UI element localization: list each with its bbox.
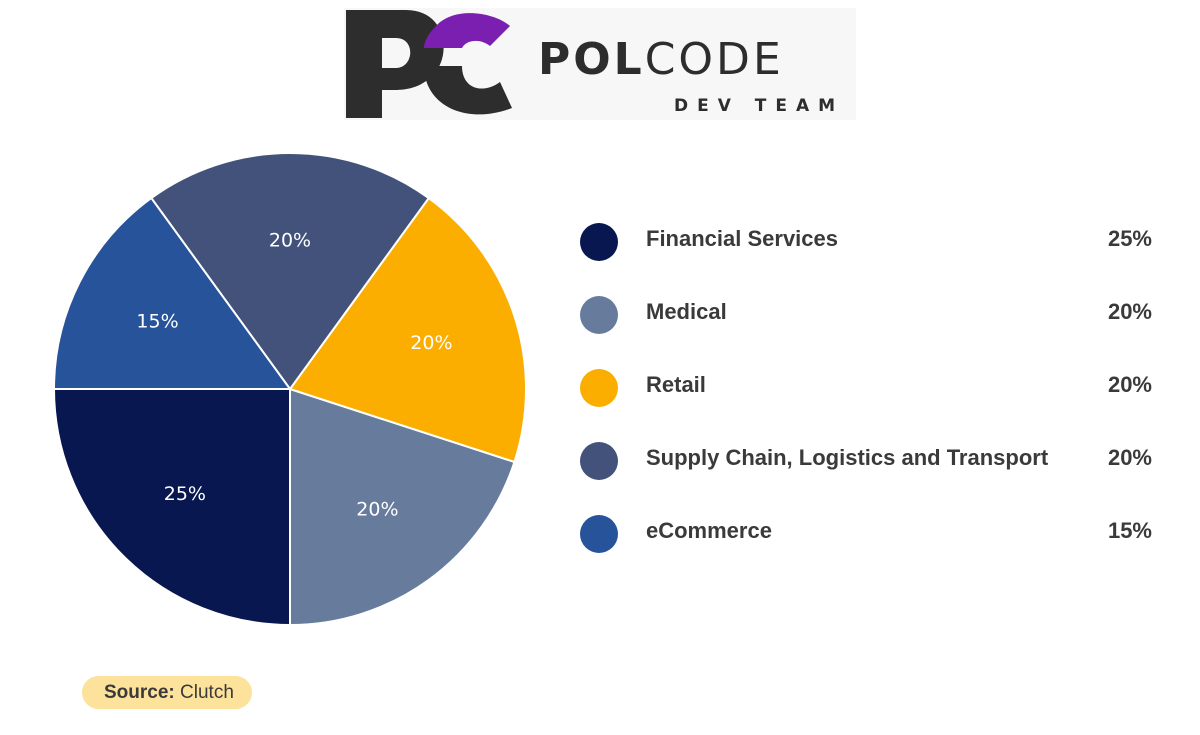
pie-slice-label: 20% bbox=[410, 332, 452, 354]
pie-slices bbox=[52, 152, 527, 627]
legend-value: 20% bbox=[1107, 445, 1152, 470]
legend-value: 25% bbox=[1107, 226, 1152, 251]
polcode-logo: POLCODE DEV TEAM bbox=[344, 8, 856, 120]
legend-swatch bbox=[580, 223, 618, 261]
source-value: Clutch bbox=[180, 682, 234, 703]
pie-slice bbox=[52, 388, 291, 627]
legend-item: Retail 20% bbox=[580, 366, 1160, 439]
brand-tagline: DEV TEAM bbox=[674, 96, 845, 116]
source-badge: Source: Clutch bbox=[82, 676, 252, 709]
logo-mark-icon bbox=[346, 10, 512, 118]
legend: Financial Services 25% Medical 20% Retai… bbox=[580, 220, 1160, 585]
legend-label: Financial Services bbox=[646, 226, 838, 251]
pie-slice bbox=[289, 387, 516, 627]
legend-item: Supply Chain, Logistics and Transport 20… bbox=[580, 439, 1160, 512]
legend-label: Retail bbox=[646, 372, 706, 397]
legend-swatch bbox=[580, 515, 618, 553]
legend-value: 20% bbox=[1107, 299, 1152, 324]
legend-item: Financial Services 25% bbox=[580, 220, 1160, 293]
legend-swatch bbox=[580, 442, 618, 480]
legend-swatch bbox=[580, 369, 618, 407]
legend-value: 15% bbox=[1107, 518, 1152, 543]
pie-slice bbox=[288, 196, 527, 464]
pie-chart: 25% 20% 20% 20% 15% bbox=[52, 152, 527, 627]
brand-wordmark: POLCODE bbox=[538, 36, 784, 84]
legend-label: eCommerce bbox=[646, 518, 772, 543]
pie-slice-label: 25% bbox=[164, 483, 206, 505]
brand-light: CODE bbox=[644, 34, 784, 85]
pie-slice bbox=[52, 196, 292, 390]
legend-label: Supply Chain, Logistics and Transport bbox=[646, 445, 1049, 470]
pie-labels: 25% 20% 20% 20% 15% bbox=[136, 229, 452, 520]
pie-slice-label: 15% bbox=[136, 311, 178, 333]
pie-slice-label: 20% bbox=[269, 229, 311, 251]
brand-bold: POL bbox=[538, 34, 645, 85]
legend-item: eCommerce 15% bbox=[580, 512, 1160, 585]
legend-swatch bbox=[580, 296, 618, 334]
pie-slice-label: 20% bbox=[356, 498, 398, 520]
legend-value: 20% bbox=[1107, 372, 1152, 397]
legend-label: Medical bbox=[646, 299, 727, 324]
source-key: Source: bbox=[104, 682, 175, 703]
legend-item: Medical 20% bbox=[580, 293, 1160, 366]
pie-slice bbox=[149, 152, 431, 391]
